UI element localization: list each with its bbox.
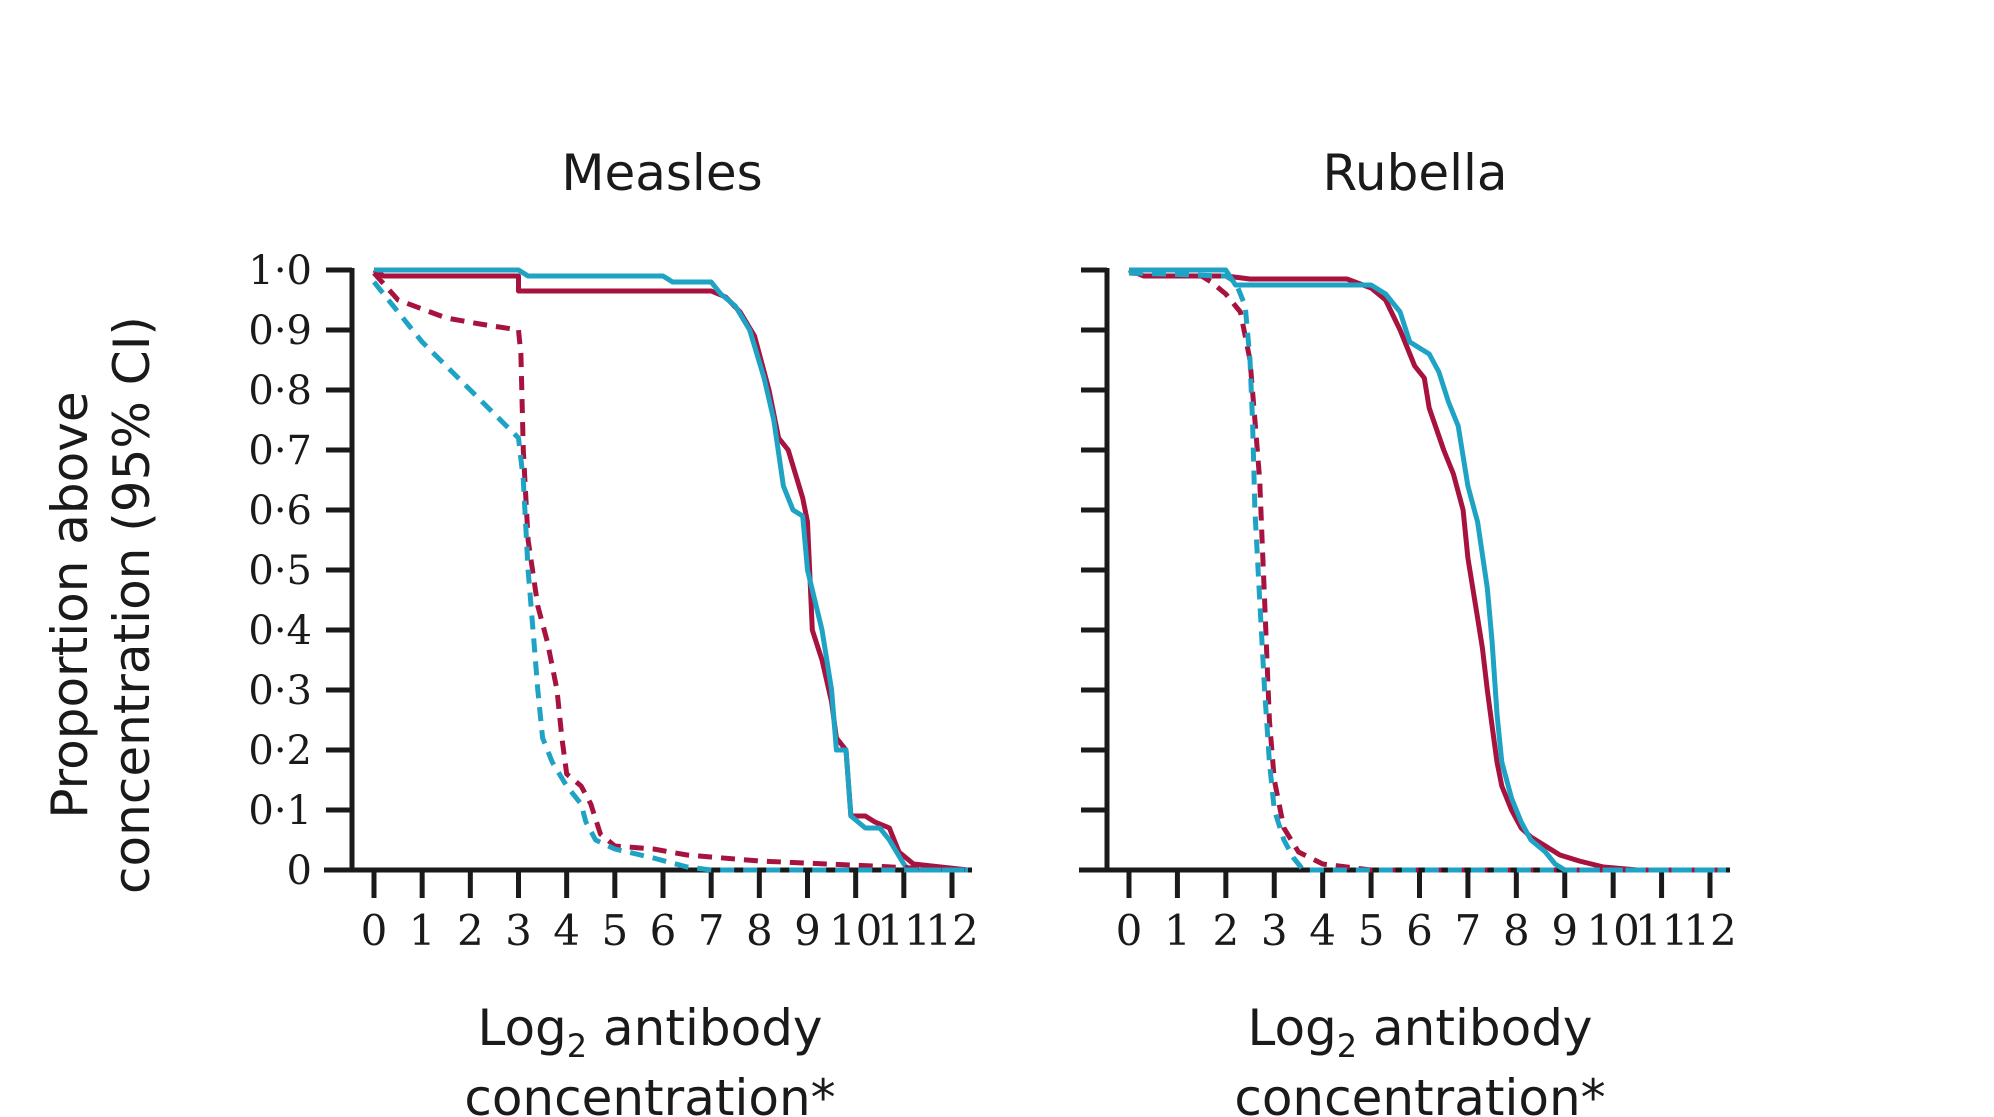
x-tick-label: 12 <box>1683 906 1736 955</box>
series-red-dashed <box>372 271 969 873</box>
x-tick-label: 4 <box>553 906 580 955</box>
x-tick-label: 4 <box>1309 906 1336 955</box>
series-blue-dashed <box>1128 270 1726 873</box>
x-tick-label: 12 <box>925 906 978 955</box>
x-tick-label: 5 <box>601 906 628 955</box>
y-tick-label: 0·1 <box>248 788 312 834</box>
x-tick-label: 8 <box>1503 906 1530 955</box>
x-tick-label: 7 <box>1455 906 1482 955</box>
series-red-solid <box>372 267 969 873</box>
y-tick-label: 0·8 <box>248 368 312 414</box>
x-tick-label: 0 <box>1116 906 1143 955</box>
panel-title: Rubella <box>1322 144 1507 202</box>
x-tick-label: 10 <box>1586 906 1639 955</box>
series-blue-solid <box>374 267 968 873</box>
y-tick-label: 0·9 <box>248 308 312 354</box>
series-red-dashed <box>1128 270 1726 873</box>
x-tick-label: 3 <box>505 906 532 955</box>
x-axis-label-line2: concentration* <box>1234 1069 1605 1117</box>
y-tick-label: 0·2 <box>248 728 312 774</box>
x-tick-label: 5 <box>1358 906 1385 955</box>
x-tick-label: 6 <box>650 906 677 955</box>
x-tick-label: 8 <box>746 906 773 955</box>
x-tick-label: 9 <box>1551 906 1578 955</box>
series-red-solid <box>1128 267 1726 873</box>
x-tick-label: 7 <box>698 906 725 955</box>
y-axis-label-line1: Proportion above <box>41 391 99 818</box>
x-tick-label: 6 <box>1406 906 1433 955</box>
x-axis-label-line2: concentration* <box>464 1069 835 1117</box>
y-tick-label: 0·7 <box>248 428 312 474</box>
y-tick-label: 0·6 <box>248 488 312 534</box>
x-tick-label: 11 <box>877 906 930 955</box>
x-tick-label: 2 <box>1212 906 1239 955</box>
y-tick-label: 0·5 <box>248 548 312 594</box>
series-blue-dashed <box>372 280 968 873</box>
x-tick-label: 1 <box>1164 906 1191 955</box>
y-tick-label: 0·4 <box>248 608 312 654</box>
y-tick-label: 0·3 <box>248 668 312 714</box>
y-tick-label: 1·0 <box>248 248 312 294</box>
x-tick-label: 9 <box>794 906 821 955</box>
x-tick-label: 11 <box>1635 906 1688 955</box>
x-axis-label-line1: Log2 antibody <box>1247 999 1592 1065</box>
panel-title: Measles <box>561 144 762 202</box>
x-tick-label: 0 <box>361 906 388 955</box>
y-axis-label-line2: concentration (95% CI) <box>103 316 161 894</box>
y-tick-label: 0 <box>287 848 312 894</box>
x-tick-label: 2 <box>457 906 484 955</box>
x-axis-label-line1: Log2 antibody <box>477 999 822 1065</box>
x-tick-label: 3 <box>1261 906 1288 955</box>
series-blue-solid <box>1129 267 1726 873</box>
x-tick-label: 10 <box>829 906 882 955</box>
y-axis-label: Proportion above concentration (95% CI) <box>41 316 161 894</box>
x-tick-label: 1 <box>409 906 436 955</box>
